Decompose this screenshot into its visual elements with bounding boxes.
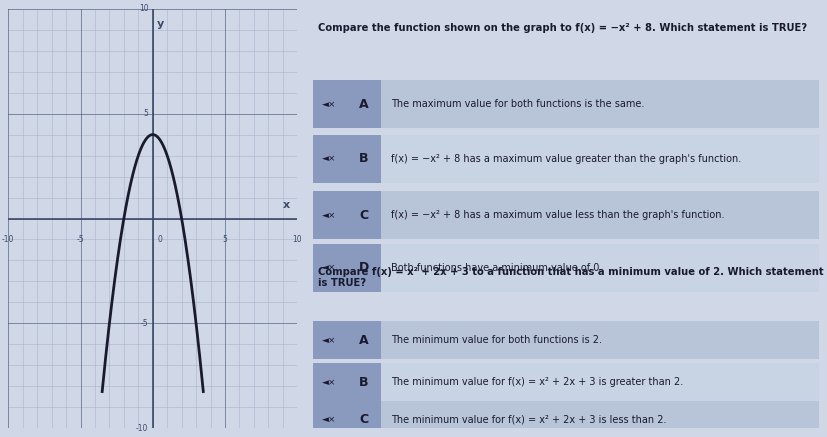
Text: ◄×: ◄×	[322, 336, 337, 345]
FancyBboxPatch shape	[346, 363, 381, 401]
Text: D: D	[359, 261, 369, 274]
Text: The minimum value for f(x) = x² + 2x + 3 is less than 2.: The minimum value for f(x) = x² + 2x + 3…	[391, 415, 667, 425]
Text: y: y	[157, 19, 165, 29]
FancyBboxPatch shape	[313, 80, 819, 128]
Text: ◄×: ◄×	[322, 100, 337, 109]
Text: -10: -10	[136, 424, 148, 433]
Text: 5: 5	[222, 235, 227, 244]
Text: f(x) = −x² + 8 has a maximum value less than the graph's function.: f(x) = −x² + 8 has a maximum value less …	[391, 210, 725, 220]
FancyBboxPatch shape	[313, 363, 819, 401]
Text: ◄×: ◄×	[322, 416, 337, 424]
Text: 0: 0	[157, 235, 162, 244]
Text: The minimum value for f(x) = x² + 2x + 3 is greater than 2.: The minimum value for f(x) = x² + 2x + 3…	[391, 377, 684, 387]
Text: -5: -5	[77, 235, 84, 244]
Text: B: B	[359, 376, 368, 388]
Text: B: B	[359, 152, 368, 165]
Text: 10: 10	[293, 235, 302, 244]
Text: -10: -10	[2, 235, 14, 244]
Text: Compare the function shown on the graph to f(x) = −x² + 8. Which statement is TR: Compare the function shown on the graph …	[318, 24, 807, 33]
Text: 5: 5	[144, 109, 148, 118]
Text: A: A	[359, 98, 369, 111]
FancyBboxPatch shape	[313, 401, 819, 437]
Text: The maximum value for both functions is the same.: The maximum value for both functions is …	[391, 99, 645, 109]
Text: -5: -5	[141, 319, 148, 328]
Text: Both functions have a minimum value of 0: Both functions have a minimum value of 0	[391, 263, 600, 273]
Text: The minimum value for both functions is 2.: The minimum value for both functions is …	[391, 335, 602, 345]
Text: Compare f(x) = x² + 2x + 3 to a function that has a minimum value of 2. Which st: Compare f(x) = x² + 2x + 3 to a function…	[318, 267, 824, 288]
FancyBboxPatch shape	[313, 363, 346, 401]
Text: f(x) = −x² + 8 has a maximum value greater than the graph's function.: f(x) = −x² + 8 has a maximum value great…	[391, 154, 742, 164]
FancyBboxPatch shape	[346, 80, 381, 128]
FancyBboxPatch shape	[313, 135, 346, 183]
FancyBboxPatch shape	[313, 135, 819, 183]
Text: ◄×: ◄×	[322, 154, 337, 163]
FancyBboxPatch shape	[346, 135, 381, 183]
Text: 10: 10	[139, 4, 148, 13]
FancyBboxPatch shape	[346, 321, 381, 359]
FancyBboxPatch shape	[313, 191, 819, 239]
FancyBboxPatch shape	[313, 80, 346, 128]
FancyBboxPatch shape	[313, 244, 819, 292]
FancyBboxPatch shape	[313, 244, 346, 292]
Text: ◄×: ◄×	[322, 378, 337, 387]
FancyBboxPatch shape	[346, 191, 381, 239]
FancyBboxPatch shape	[346, 401, 381, 437]
Text: A: A	[359, 334, 369, 347]
FancyBboxPatch shape	[313, 321, 346, 359]
FancyBboxPatch shape	[313, 321, 819, 359]
FancyBboxPatch shape	[346, 244, 381, 292]
FancyBboxPatch shape	[313, 191, 346, 239]
Text: C: C	[359, 209, 368, 222]
Text: ◄×: ◄×	[322, 211, 337, 220]
Text: ◄×: ◄×	[322, 264, 337, 272]
Text: C: C	[359, 413, 368, 427]
FancyBboxPatch shape	[313, 401, 346, 437]
Text: x: x	[283, 200, 290, 210]
